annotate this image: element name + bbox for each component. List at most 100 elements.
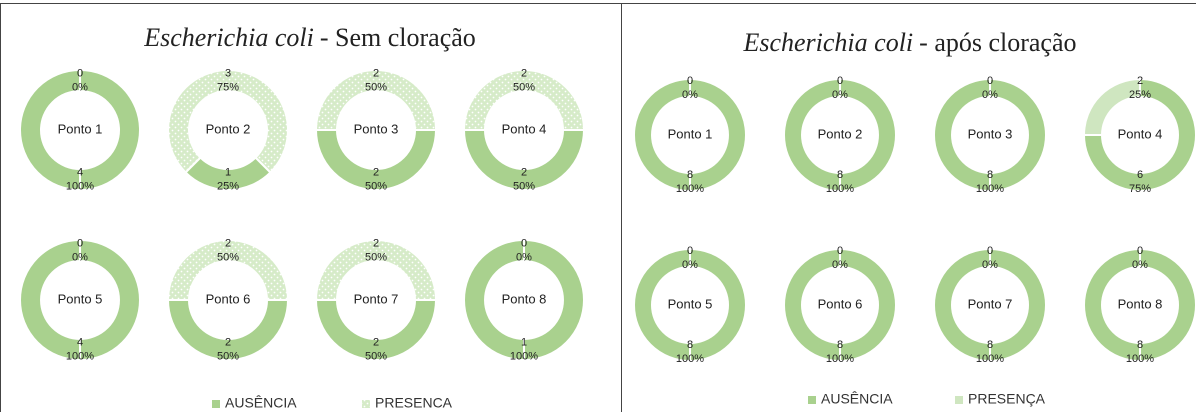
percent-label: 75% (1129, 183, 1151, 195)
percent-label: 0% (832, 89, 848, 101)
legend-label: PRESENCA (375, 395, 453, 411)
percent-label: 100% (826, 183, 854, 195)
percent-label: 100% (66, 180, 94, 192)
donut-segment (933, 77, 1047, 193)
chart-title: Escherichia coli - Sem cloração (143, 23, 476, 52)
donut-segment (783, 247, 897, 363)
percent-label: 100% (1126, 353, 1154, 365)
data-label: 1 (225, 166, 231, 178)
donut-center-label: Ponto 3 (354, 121, 399, 136)
donut-center-label: Ponto 8 (1118, 296, 1163, 311)
data-label: 0 (77, 237, 83, 249)
donut-segment (19, 238, 141, 362)
donut-segment (314, 299, 438, 361)
donut-segment (314, 69, 438, 131)
donut-segment (1083, 247, 1196, 363)
percent-label: 0% (682, 259, 698, 271)
donut-center-label: Ponto 8 (502, 291, 547, 306)
legend-label: AUSÊNCIA (821, 391, 893, 407)
data-label: 2 (521, 67, 527, 79)
donut-center-label: Ponto 1 (668, 126, 713, 141)
donut-center-label: Ponto 2 (206, 121, 251, 136)
donut-center-label: Ponto 7 (354, 291, 399, 306)
percent-label: 0% (832, 259, 848, 271)
data-label: 0 (837, 75, 843, 87)
data-label: 8 (687, 339, 693, 351)
data-label: 4 (77, 166, 83, 178)
chart-title: Escherichia coli - após cloração (742, 28, 1076, 57)
donut-segment (1082, 77, 1141, 136)
donut-center-label: Ponto 2 (818, 126, 863, 141)
percent-label: 50% (217, 350, 239, 362)
percent-label: 25% (217, 180, 239, 192)
percent-label: 0% (682, 89, 698, 101)
legend-label: AUSÊNCIA (225, 395, 297, 411)
data-label: 3 (225, 67, 231, 79)
percent-label: 50% (365, 81, 387, 93)
donut-segment (167, 69, 289, 174)
percent-label: 0% (72, 251, 88, 263)
percent-label: 50% (365, 350, 387, 362)
data-label: 1 (521, 336, 527, 348)
donut-segment (463, 238, 585, 362)
legend-swatch (362, 400, 370, 408)
donut-center-label: Ponto 1 (58, 121, 103, 136)
data-label: 2 (225, 237, 231, 249)
data-label: 2 (373, 237, 379, 249)
data-label: 8 (837, 169, 843, 181)
percent-label: 0% (1132, 259, 1148, 271)
percent-label: 50% (217, 251, 239, 263)
donut-segment (19, 68, 141, 192)
donut-segment (633, 247, 747, 363)
donut-segment (166, 239, 290, 301)
data-label: 2 (373, 67, 379, 79)
data-label: 2 (521, 166, 527, 178)
donut-segment (1082, 77, 1196, 192)
data-label: 2 (373, 166, 379, 178)
donut-segment (633, 77, 747, 193)
donut-segment (462, 69, 586, 131)
panel-border (0, 3, 622, 412)
percent-label: 50% (513, 180, 535, 192)
data-label: 2 (373, 336, 379, 348)
percent-label: 50% (365, 180, 387, 192)
data-label: 8 (987, 339, 993, 351)
data-label: 0 (77, 67, 83, 79)
percent-label: 0% (516, 251, 532, 263)
percent-label: 100% (826, 353, 854, 365)
percent-label: 100% (676, 353, 704, 365)
donut-center-label: Ponto 4 (1118, 126, 1163, 141)
title-species: Escherichia coli (742, 28, 913, 57)
percent-label: 100% (510, 350, 538, 362)
percent-label: 75% (217, 81, 239, 93)
donut-center-label: Ponto 7 (968, 296, 1013, 311)
percent-label: 50% (365, 251, 387, 263)
donut-center-label: Ponto 3 (968, 126, 1013, 141)
percent-label: 0% (982, 89, 998, 101)
title-text: - após cloração (919, 28, 1076, 57)
data-label: 0 (1137, 245, 1143, 257)
percent-label: 50% (513, 81, 535, 93)
title-text: - Sem cloração (320, 23, 476, 52)
data-label: 8 (837, 339, 843, 351)
legend-swatch (212, 400, 220, 408)
donut-center-label: Ponto 4 (502, 121, 547, 136)
donut-segment (314, 129, 438, 191)
percent-label: 25% (1129, 89, 1151, 101)
donut-center-label: Ponto 5 (668, 296, 713, 311)
data-label: 2 (1137, 75, 1143, 87)
donut-segment (166, 299, 290, 361)
data-label: 2 (225, 336, 231, 348)
data-label: 0 (687, 75, 693, 87)
percent-label: 100% (676, 183, 704, 195)
percent-label: 100% (66, 350, 94, 362)
data-label: 0 (521, 237, 527, 249)
donut-segment (783, 77, 897, 193)
percent-label: 0% (982, 259, 998, 271)
donut-segment (314, 239, 438, 301)
percent-label: 0% (72, 81, 88, 93)
data-label: 8 (687, 169, 693, 181)
donut-center-label: Ponto 6 (206, 291, 251, 306)
legend-swatch (808, 396, 816, 404)
donut-segment (462, 129, 586, 191)
